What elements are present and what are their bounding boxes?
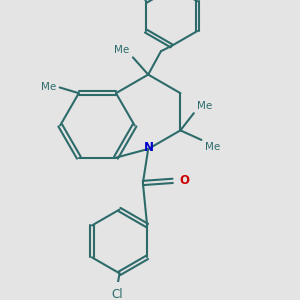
Text: Cl: Cl xyxy=(112,288,123,300)
Text: Me: Me xyxy=(205,142,220,152)
Text: Me: Me xyxy=(115,45,130,55)
Text: Me: Me xyxy=(41,82,56,92)
Text: N: N xyxy=(144,141,154,154)
Text: Me: Me xyxy=(197,101,212,111)
Text: O: O xyxy=(179,174,189,188)
